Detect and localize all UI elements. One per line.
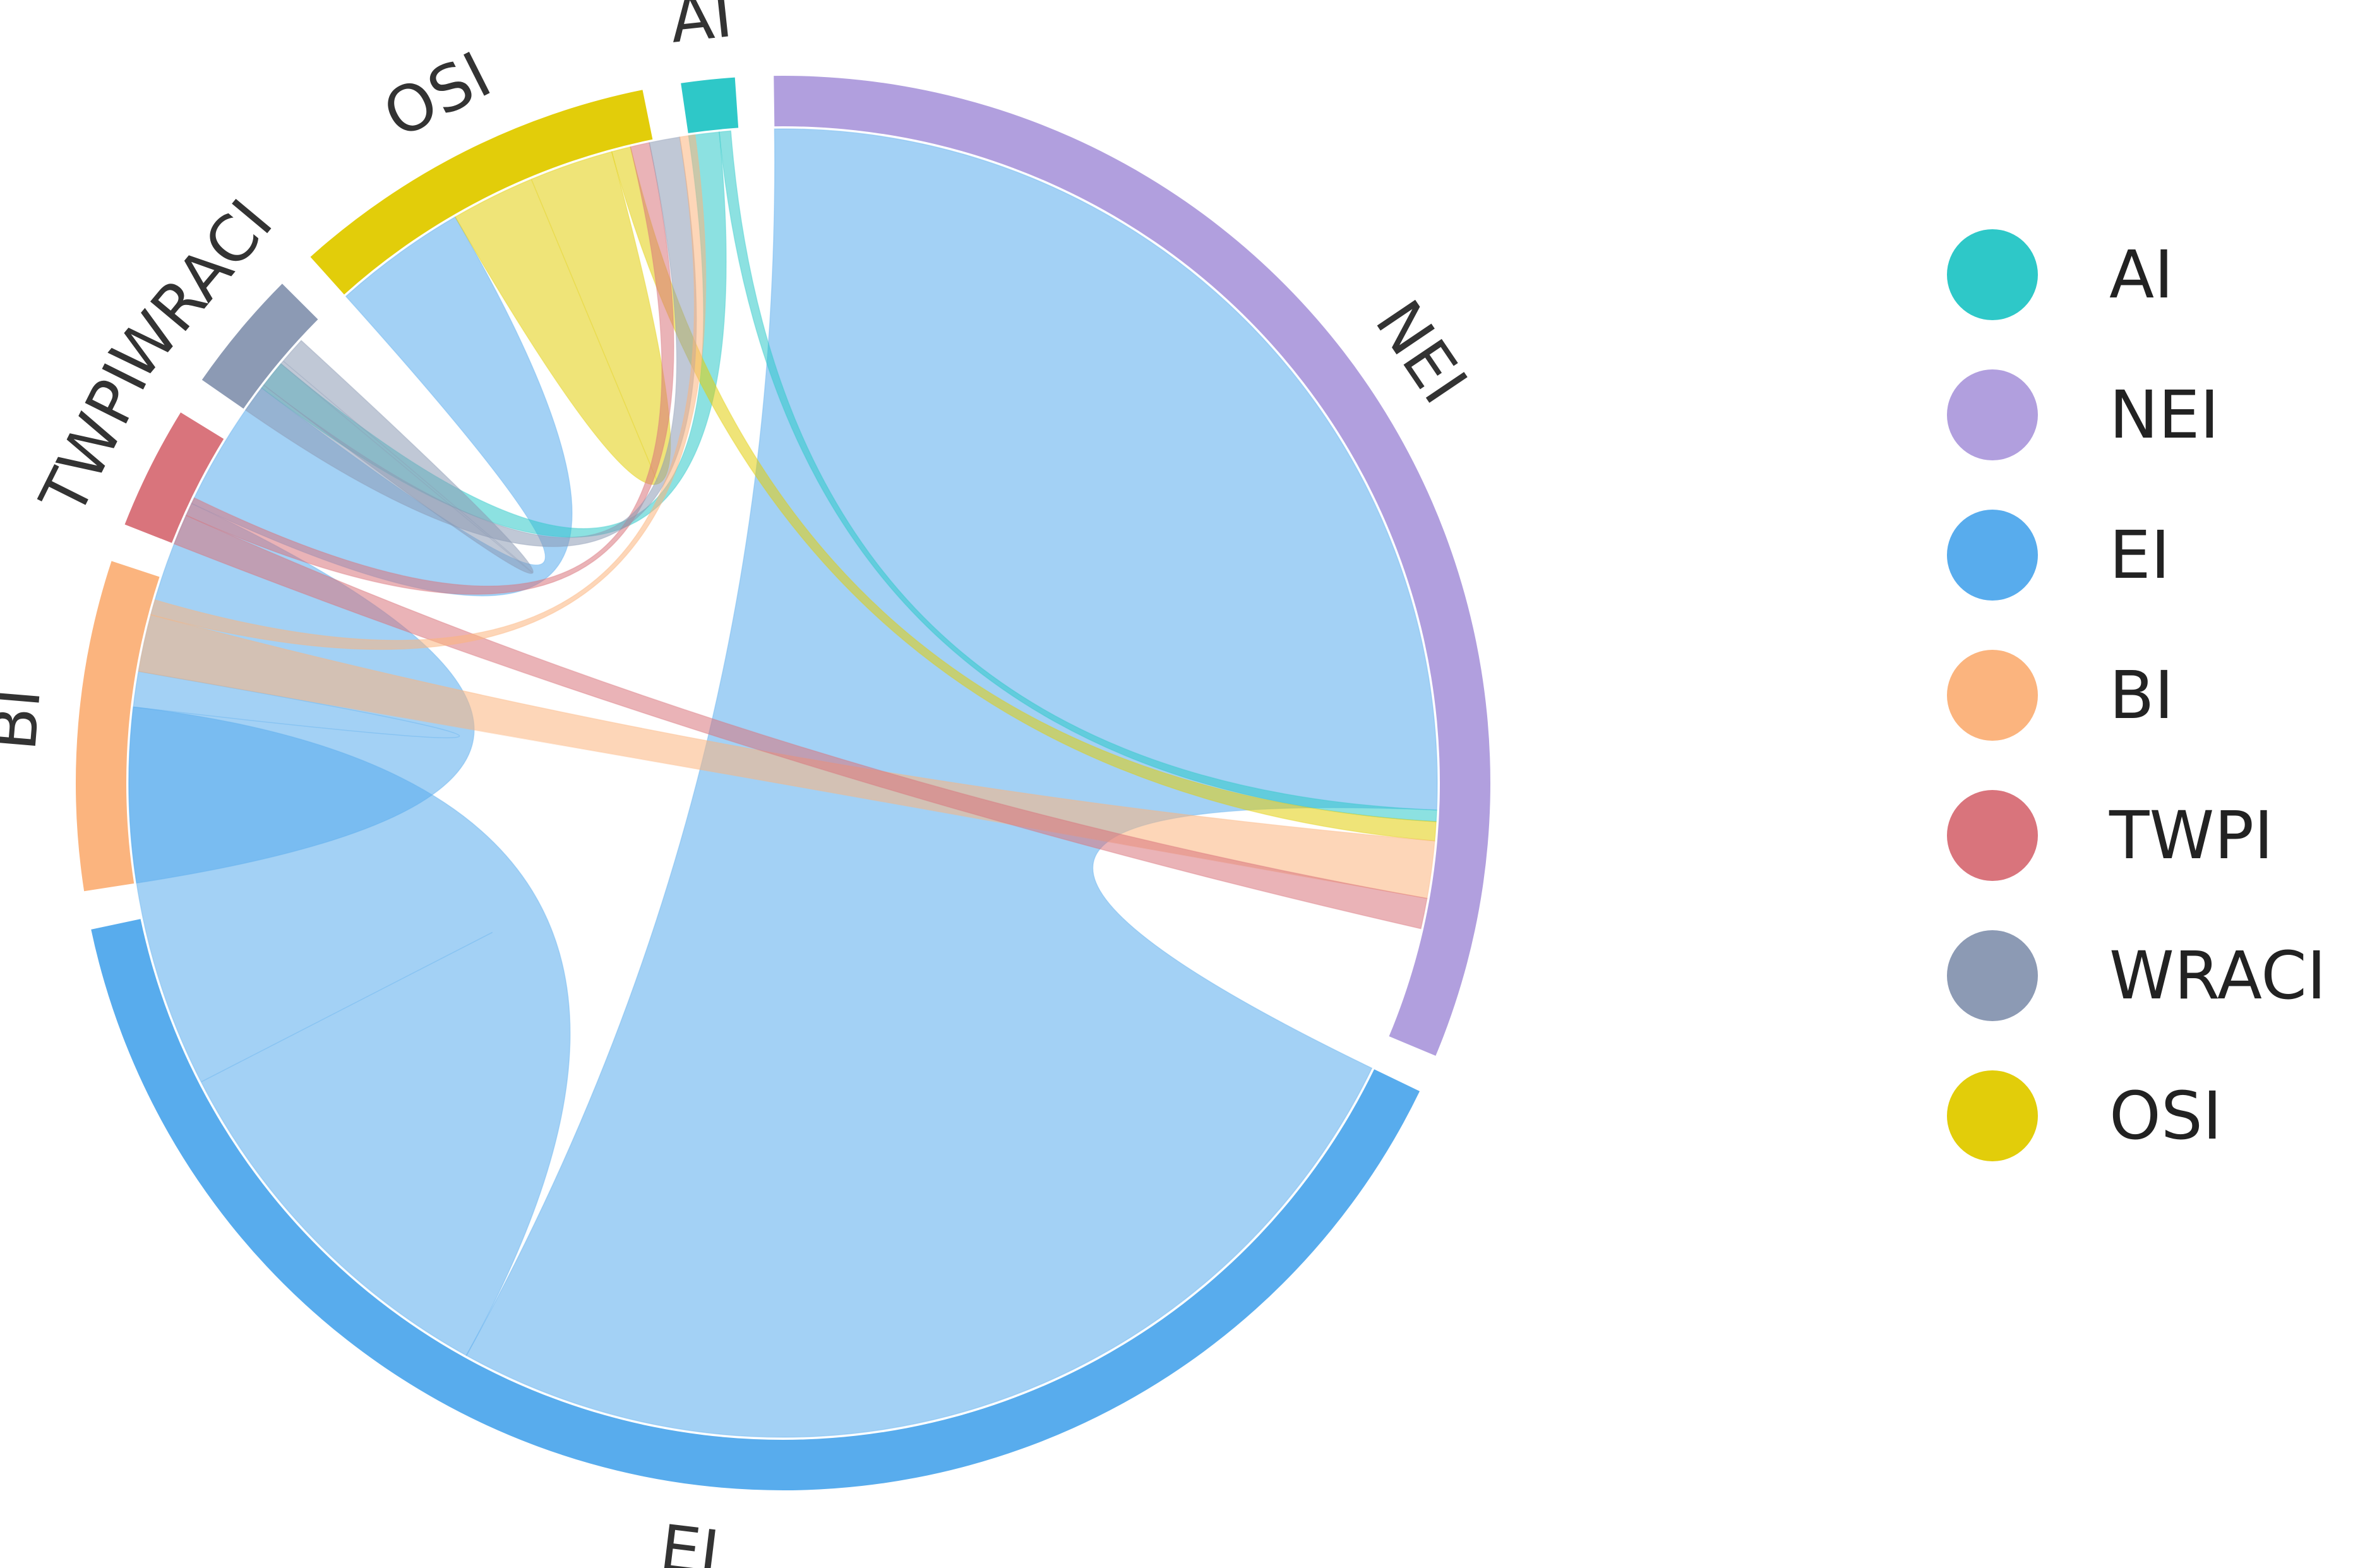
arc-ei (91, 919, 1420, 1490)
group-arcs (76, 76, 1490, 1490)
group-label-osi: OSI (372, 38, 502, 153)
legend-swatch-bi (1947, 650, 2038, 741)
ribbon-osi-nei (611, 146, 1437, 842)
legend-swatch-ai (1947, 229, 2038, 320)
arc-osi (310, 90, 653, 295)
legend-label-wraci: WRACI (2109, 937, 2326, 1014)
ribbon-wraci-ei (263, 340, 534, 574)
legend-label-ei: EI (2109, 517, 2170, 594)
chord-ribbons (128, 128, 1438, 1438)
arc-ai (681, 77, 739, 133)
arc-bi (76, 561, 160, 892)
legend-swatch-wraci (1947, 930, 2038, 1021)
ribbon-ai-nei (719, 130, 1437, 822)
legend-label-bi: BI (2109, 657, 2174, 734)
group-label-bi: BI (0, 685, 55, 753)
ribbon-osi-osi (454, 151, 671, 485)
group-label-ai: AI (666, 0, 736, 57)
legend-swatch-ei (1947, 510, 2038, 601)
arc-twpi (124, 412, 224, 543)
legend-label-ai: AI (2109, 236, 2174, 313)
group-label-ei: EI (656, 1511, 723, 1568)
legend: AI NEI EI BI TWPI WRACI OSI (1947, 229, 2326, 1161)
legend-label-twpi: TWPI (2109, 797, 2273, 874)
ribbon-bi-osi (150, 134, 707, 650)
legend-swatch-osi (1947, 1070, 2038, 1161)
group-label-nei: NEI (1361, 287, 1482, 416)
legend-label-nei: NEI (2109, 376, 2219, 453)
arc-wraci (201, 284, 318, 409)
arc-nei (774, 76, 1490, 1056)
legend-swatch-twpi (1947, 790, 2038, 881)
legend-label-osi: OSI (2109, 1077, 2222, 1154)
ribbon-twpi-osi (185, 142, 674, 595)
legend-swatch-nei (1947, 369, 2038, 460)
ribbon-ei-ei (128, 706, 571, 1356)
